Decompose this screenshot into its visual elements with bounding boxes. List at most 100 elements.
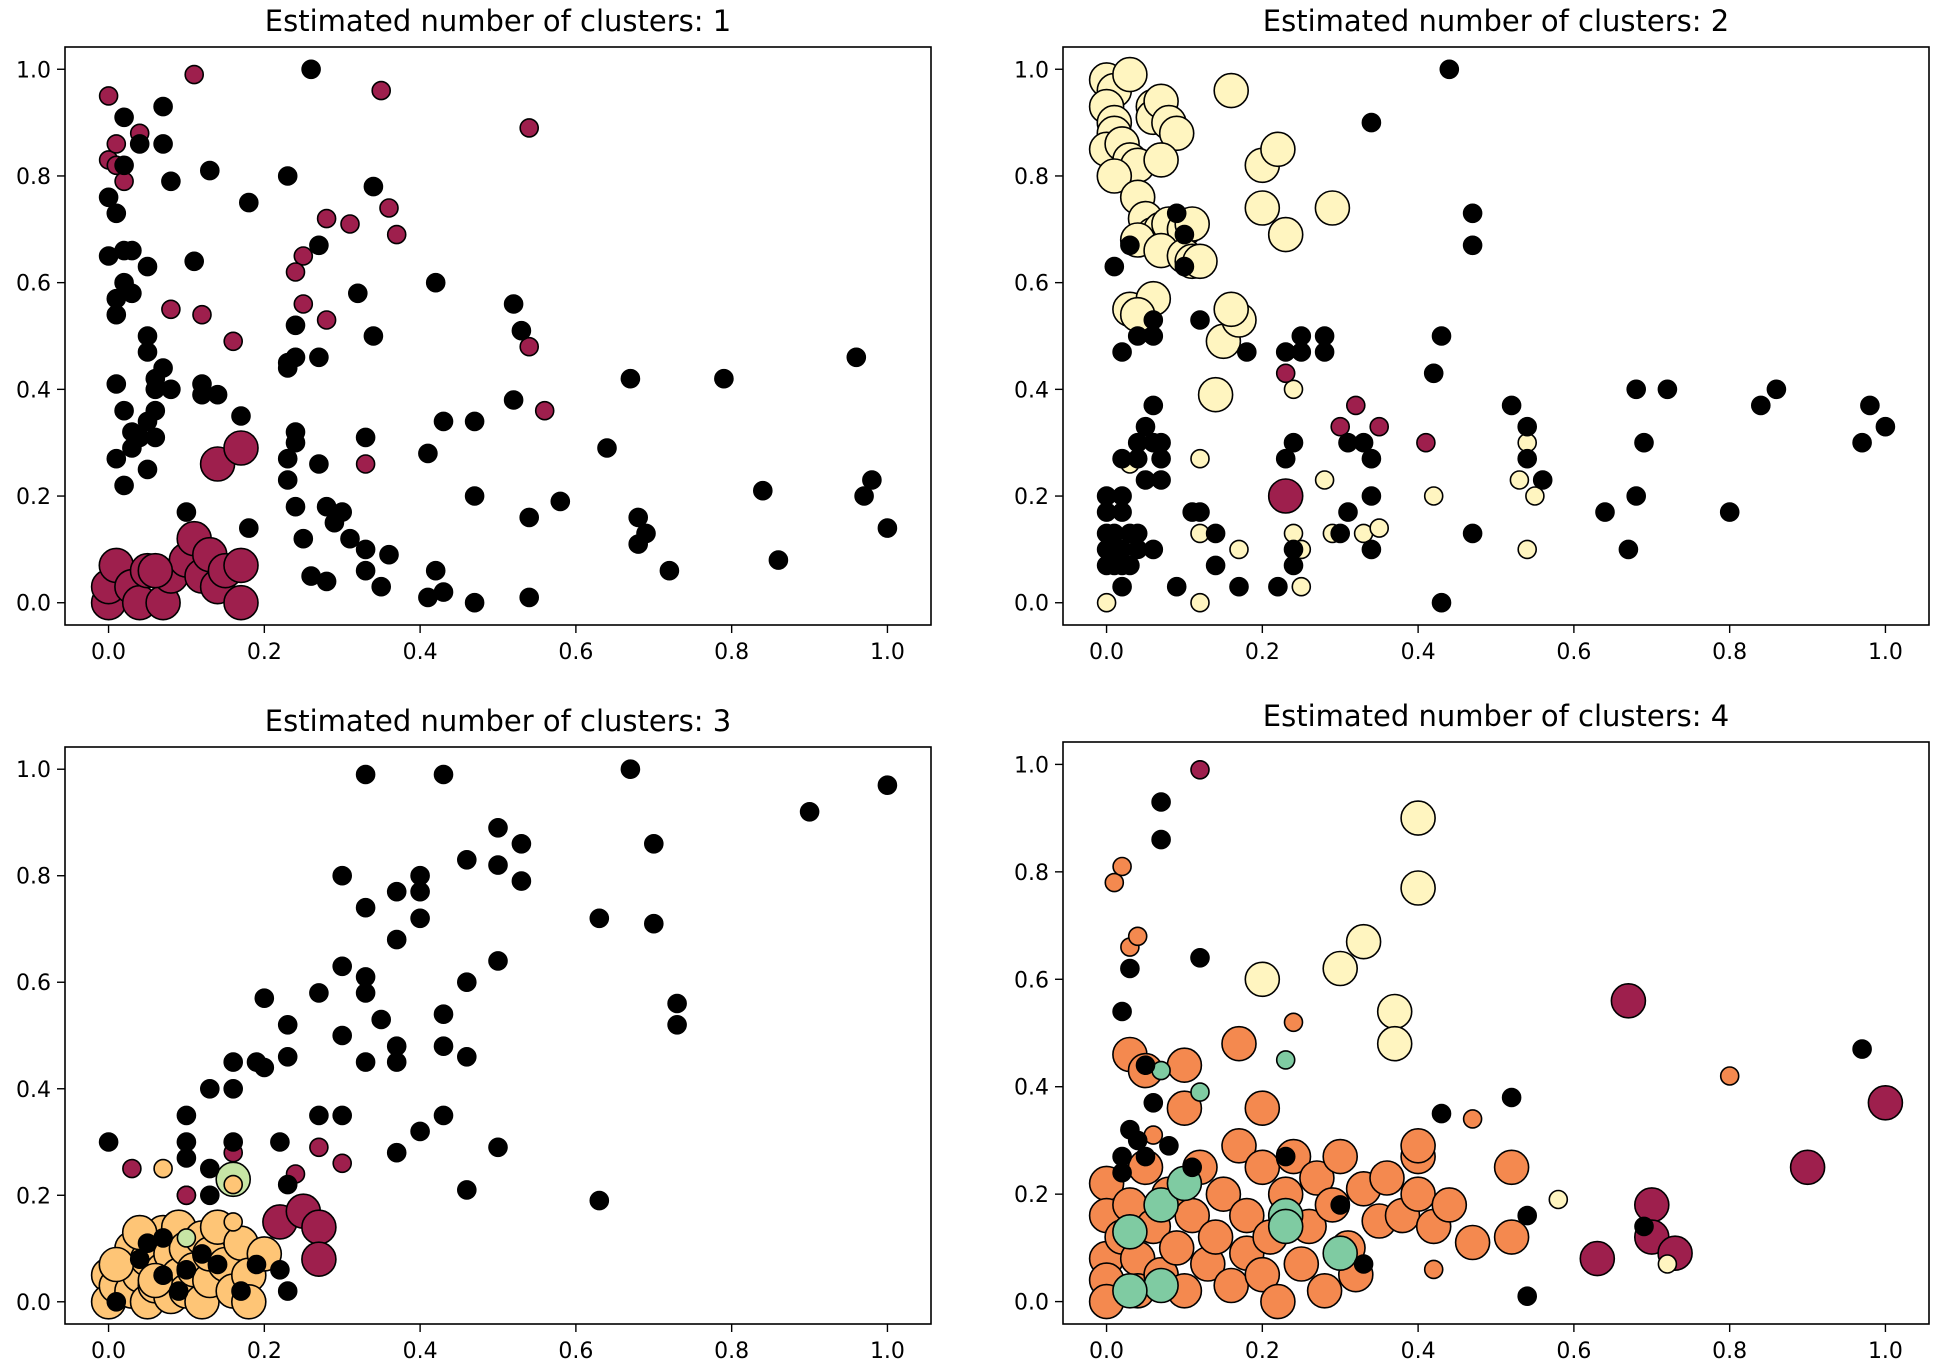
data-point [316,310,337,330]
data-point [223,1174,243,1195]
data-point [371,80,392,101]
y-tick-label: 0.0 [16,1291,51,1316]
data-point [270,1260,290,1280]
data-point [223,1052,243,1072]
data-point [285,262,306,282]
data-point [1423,363,1444,384]
data-point [1322,1138,1358,1175]
data-point [1174,256,1195,277]
data-point [137,552,174,589]
data-point [433,1004,454,1025]
data-point [309,235,329,256]
data-point [1431,1187,1468,1223]
chart-title: Estimated number of clusters: 2 [1263,4,1729,38]
data-point [752,480,773,501]
data-point [386,881,407,902]
x-tick-label: 1.0 [870,1339,905,1364]
data-point [768,550,789,570]
data-point [1275,1146,1296,1167]
data-point [643,913,664,934]
data-point [355,539,376,560]
data-point [1338,502,1358,522]
data-point [659,560,680,581]
data-point [1268,576,1288,597]
data-point [667,993,687,1014]
data-point [1330,1195,1350,1215]
data-point [168,1281,189,1301]
data-point [332,1105,353,1126]
data-point [223,1212,243,1232]
data-point [98,86,119,106]
series-border [98,64,555,474]
x-tick-label: 0.8 [714,640,749,665]
x-tick-label: 0.2 [1245,640,1280,665]
data-point [223,331,243,352]
data-point [1423,486,1444,506]
scatter-panel: Estimated number of clusters: 4 0.0 0.2 0.4… [1014,699,1930,1364]
data-point [114,155,134,176]
data-point [534,400,555,421]
data-point [98,187,119,208]
data-point [332,865,353,886]
data-point [277,448,298,469]
data-point [1657,1254,1678,1274]
data-point [1322,950,1358,987]
data-point [176,1228,197,1248]
data-point [1361,486,1382,506]
data-point [1237,342,1257,362]
data-point [1400,1128,1436,1164]
data-point [379,544,399,565]
data-point [1299,1160,1335,1196]
data-point [1151,448,1171,469]
data-point [332,956,353,977]
x-tick-label: 0.8 [1712,640,1747,665]
data-point [277,1047,298,1067]
y-tick-label: 0.2 [1014,1183,1049,1208]
data-point [1104,256,1125,277]
data-point [1158,115,1195,152]
data-point [1579,1240,1616,1277]
data-point [371,576,392,597]
data-point [1361,539,1382,560]
data-point [1275,363,1296,384]
data-point [1345,923,1382,960]
data-point [597,438,617,458]
data-point [122,240,142,261]
data-point [1376,993,1413,1030]
data-point [1454,1224,1491,1261]
data-point [1096,158,1133,194]
data-point [1159,1136,1179,1156]
data-point [106,134,127,154]
data-point [1205,523,1226,544]
data-point [1151,792,1171,812]
data-point [799,801,820,822]
data-point [464,486,485,506]
data-point [379,198,399,218]
data-point [192,1244,212,1264]
data-point [355,454,376,474]
data-point [386,929,407,950]
data-point [410,1121,430,1142]
data-point [293,246,314,266]
data-point [1229,1197,1265,1234]
series-cluster-b-border [1275,363,1436,453]
data-point [1626,486,1646,506]
data-point [1431,1103,1452,1124]
data-point [1229,576,1249,597]
data-point [1462,523,1483,544]
data-point [363,176,384,197]
data-point [1595,502,1615,522]
data-point [1330,523,1350,544]
x-tick-label: 0.6 [1556,1339,1591,1364]
series-noise [98,59,898,613]
data-point [667,1015,687,1035]
y-tick-label: 0.0 [16,592,51,617]
data-point [114,475,134,496]
data-point [519,507,540,528]
data-point [628,507,649,528]
data-point [620,368,641,389]
x-tick-label: 0.2 [247,640,282,665]
data-point [1112,856,1132,877]
data-point [1112,1214,1148,1250]
data-point [1112,56,1148,93]
